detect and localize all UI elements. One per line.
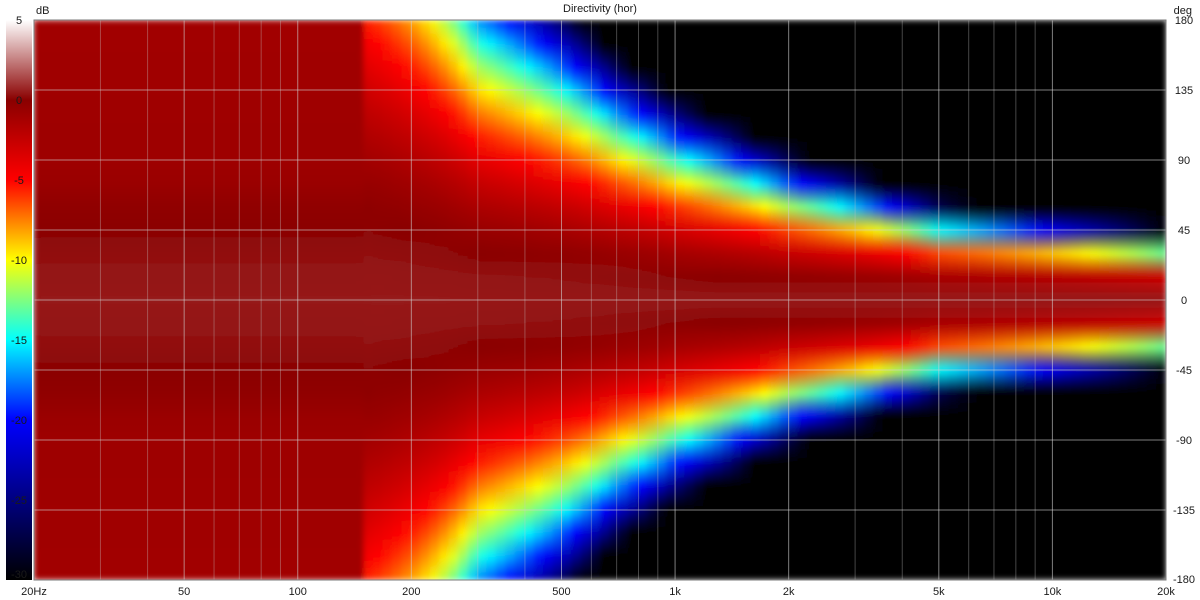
- y-tick-label: -45: [1176, 365, 1192, 377]
- y-tick-label: -135: [1173, 505, 1195, 517]
- x-tick-label: 10k: [1044, 586, 1062, 598]
- y-axis-ticks: 180 135 90 45 0 -45 -90 -135 -180: [1173, 15, 1195, 586]
- x-tick-label: 1k: [669, 586, 681, 598]
- chart-title: Directivity (hor): [563, 3, 637, 15]
- x-tick-label: 500: [552, 586, 570, 598]
- colorbar-tick-label: -25: [11, 495, 27, 507]
- x-tick-label: 50: [178, 586, 190, 598]
- x-tick-label: 20k: [1157, 586, 1175, 598]
- colorbar: [6, 20, 32, 580]
- x-tick-label: 2k: [783, 586, 795, 598]
- y-tick-label: -90: [1176, 435, 1192, 447]
- colorbar-ticks: 5 0 -5 -10 -15 -20 -25 -30: [11, 15, 27, 581]
- colorbar-tick-label: -15: [11, 335, 27, 347]
- colorbar-tick-label: -10: [11, 255, 27, 267]
- colorbar-unit-label: dB: [36, 5, 49, 17]
- x-tick-label: 100: [289, 586, 307, 598]
- y-tick-label: -180: [1173, 574, 1195, 586]
- x-tick-label: 20Hz: [21, 586, 47, 598]
- x-tick-label: 200: [402, 586, 420, 598]
- y-tick-label: 0: [1181, 295, 1187, 307]
- y-tick-label: 180: [1175, 15, 1193, 27]
- plot-frame: [33, 19, 1167, 581]
- colorbar-tick-label: 0: [16, 95, 22, 107]
- colorbar-tick-label: -5: [14, 175, 24, 187]
- colorbar-tick-label: -20: [11, 415, 27, 427]
- x-axis-ticks: 20Hz 50 100 200 500 1k 2k 5k 10k 20k: [21, 586, 1175, 598]
- colorbar-tick-label: 5: [16, 15, 22, 27]
- x-tick-label: 5k: [933, 586, 945, 598]
- y-axis-unit-label: deg: [1174, 5, 1192, 17]
- y-tick-label: 45: [1178, 225, 1190, 237]
- y-tick-label: 135: [1175, 85, 1193, 97]
- grid-lines: [33, 19, 1167, 581]
- y-tick-label: 90: [1178, 155, 1190, 167]
- colorbar-tick-label: -30: [11, 569, 27, 581]
